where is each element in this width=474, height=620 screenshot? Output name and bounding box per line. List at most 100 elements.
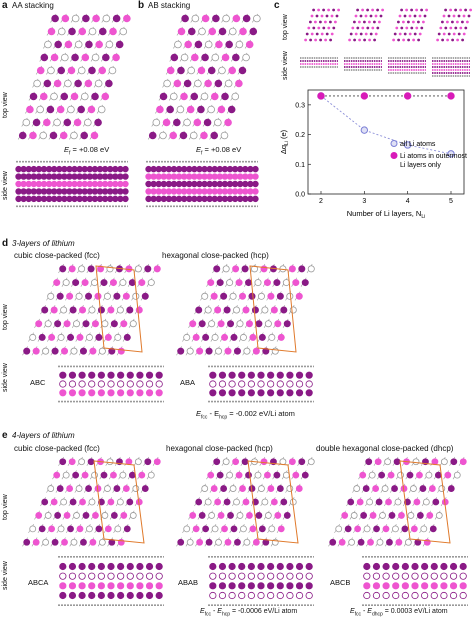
li-atom [249, 333, 257, 341]
x-axis-label-sub: Li [421, 214, 425, 220]
li-atom [136, 389, 144, 397]
li-atom [242, 14, 251, 23]
li-atom [53, 471, 61, 479]
li-atom [57, 333, 65, 341]
li-atom [305, 371, 313, 379]
li-atom [335, 14, 339, 18]
li-atom [366, 26, 370, 30]
li-atom [368, 471, 376, 479]
y-tick-label: 0.1 [295, 162, 305, 169]
li-atom [440, 582, 448, 590]
li-atom [276, 389, 284, 397]
li-atom [426, 512, 434, 519]
li-atom [87, 265, 95, 273]
li-atom [68, 572, 77, 580]
li-atom [459, 591, 467, 600]
li-atom [295, 292, 303, 300]
li-atom [363, 572, 371, 580]
li-atom [239, 292, 247, 300]
li-atom [59, 389, 67, 397]
panel-e-hcp-top-lattice [176, 456, 315, 547]
li-atom [435, 512, 443, 519]
li-atom [402, 38, 405, 42]
li-atom [348, 38, 351, 42]
li-atom [120, 320, 128, 328]
li-atom [210, 292, 218, 300]
li-atom [410, 26, 414, 30]
li-atom [402, 20, 405, 24]
li-atom [92, 14, 100, 23]
li-atom [29, 131, 37, 140]
li-atom [62, 279, 70, 287]
li-atom [226, 279, 234, 287]
li-atom [379, 512, 386, 519]
li-atom [116, 306, 124, 314]
side-layer [209, 562, 313, 571]
li-atom [388, 512, 396, 519]
side-layer [363, 572, 467, 580]
li-atom [395, 26, 399, 30]
li-atom [77, 66, 86, 75]
li-atom [67, 66, 76, 75]
li-atom [267, 591, 275, 600]
li-atom [214, 79, 223, 88]
li-atom [412, 20, 415, 24]
li-atom [440, 572, 448, 580]
li-atom [128, 471, 136, 479]
li-atom [201, 485, 209, 492]
li-atom [63, 118, 72, 127]
li-atom [444, 8, 447, 12]
li-atom [277, 525, 285, 533]
li-atom [232, 265, 240, 273]
li-atom [53, 279, 61, 287]
li-atom [91, 279, 99, 287]
li-atom [261, 306, 269, 314]
li-atom [315, 32, 319, 36]
li-atom [372, 562, 381, 571]
y-axis-label: ΔqLi (e) [279, 129, 290, 154]
li-atom [243, 538, 251, 546]
li-atom [195, 498, 203, 506]
li-atom [201, 53, 209, 62]
li-atom [305, 389, 313, 397]
li-atom [415, 26, 419, 30]
li-atom [411, 582, 419, 590]
li-atom [363, 20, 366, 24]
li-atom [240, 525, 247, 533]
li-atom [363, 582, 371, 590]
li-atom [91, 471, 98, 479]
li-atom [440, 458, 448, 466]
li-atom [98, 66, 107, 75]
li-atom [218, 562, 227, 571]
lattice-atoms [17, 13, 131, 140]
li-atom [257, 371, 265, 379]
li-atom [329, 20, 332, 24]
li-atom [209, 380, 217, 388]
panel-e-dhcp-title: double hexagonal close-packed (dhcp) [316, 444, 454, 453]
li-atom [403, 32, 407, 36]
li-atom [98, 498, 105, 506]
lattice-atoms [328, 456, 467, 547]
panel-e-fcc-side-view [58, 556, 164, 606]
li-atom [268, 333, 276, 341]
li-atom [353, 38, 356, 42]
li-atom [421, 562, 429, 571]
li-atom [292, 471, 300, 479]
lattice-atoms [176, 456, 315, 547]
li-atom [203, 118, 212, 127]
li-atom [106, 265, 114, 273]
li-atom [41, 306, 49, 314]
li-atom [179, 131, 188, 140]
li-atom [59, 572, 67, 580]
li-atom [317, 26, 321, 30]
li-atom [467, 14, 471, 18]
li-atom [183, 525, 191, 533]
data-point [360, 126, 369, 134]
li-atom [430, 562, 438, 571]
li-atom [228, 572, 236, 580]
li-atom [288, 265, 296, 273]
li-atom [75, 292, 83, 300]
li-atom [61, 347, 69, 355]
li-atom [177, 347, 185, 355]
li-atom [364, 14, 368, 18]
